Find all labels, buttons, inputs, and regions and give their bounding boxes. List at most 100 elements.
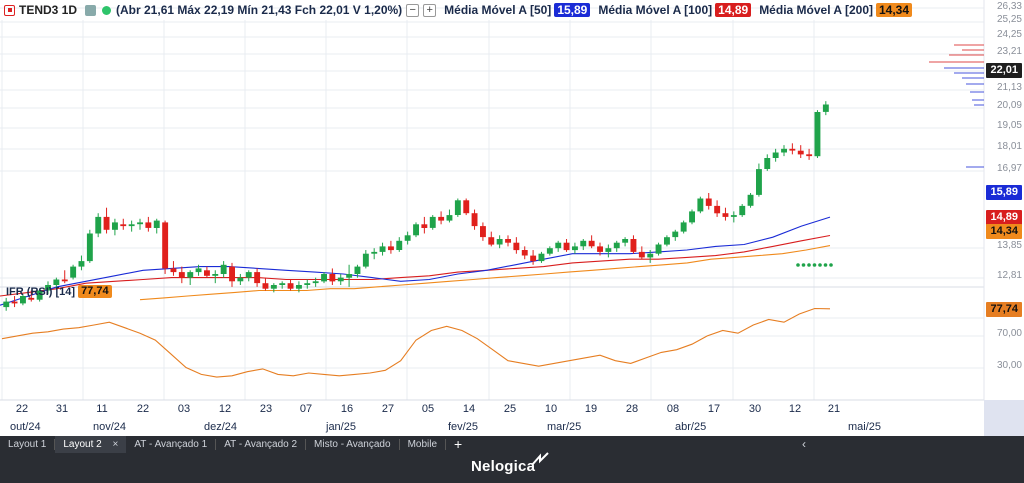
- ma200-legend[interactable]: Média Móvel A [200] 14,34: [751, 3, 913, 17]
- candle: [245, 270, 252, 282]
- candle: [513, 237, 520, 254]
- candle-body: [128, 224, 135, 227]
- candle-body: [730, 215, 737, 217]
- day-label: 21: [827, 403, 841, 415]
- rsi-line: [1, 307, 831, 378]
- candle: [95, 213, 102, 238]
- candle-body: [797, 150, 804, 155]
- ma100-line: [0, 234, 831, 297]
- ma50-path: [0, 216, 831, 306]
- candle-body: [664, 237, 670, 245]
- price-axis-label: 13,85: [996, 240, 1022, 251]
- rsi-legend[interactable]: IFR (RSI) [14] 77,74: [6, 285, 112, 298]
- collapse-button[interactable]: −: [406, 3, 420, 17]
- candle-body: [321, 274, 327, 282]
- add-tab-button[interactable]: +: [454, 436, 463, 452]
- candle: [145, 216, 152, 232]
- candle: [505, 235, 511, 247]
- axis-corner[interactable]: [984, 400, 1024, 436]
- candle: [781, 145, 787, 157]
- ticker-label[interactable]: TEND3 1D: [19, 3, 78, 17]
- settings-icon[interactable]: [85, 4, 97, 16]
- candle-body: [270, 285, 277, 289]
- tab-mobile[interactable]: Mobile: [407, 439, 438, 450]
- candle: [279, 281, 286, 289]
- tab-scroll-left-icon[interactable]: ‹: [802, 437, 806, 451]
- month-label: mar/25: [547, 421, 582, 433]
- candle-body: [463, 200, 470, 214]
- candle-body: [312, 281, 319, 284]
- candle-body: [145, 222, 152, 228]
- candle-body: [454, 200, 461, 215]
- candle-body: [513, 242, 520, 251]
- candle-body: [70, 266, 77, 278]
- candle-body: [505, 239, 511, 243]
- candle: [413, 222, 419, 238]
- candle: [388, 240, 394, 254]
- candle-body: [814, 112, 821, 157]
- time-axis[interactable]: 22 31 11 22 03 12 23 07 16 27 05 14 25 1…: [0, 400, 984, 436]
- ma200-line: [139, 245, 831, 301]
- day-label: 12: [788, 403, 802, 415]
- candle-body: [296, 285, 302, 289]
- day-label: 07: [299, 403, 313, 415]
- candle-body: [597, 246, 603, 252]
- candle: [496, 235, 503, 249]
- candle: [756, 163, 762, 197]
- price-axis-label: 23,21: [996, 46, 1022, 57]
- chart-area[interactable]: TEND3 1D (Abr 21,61 Máx 22,19 Mín 21,43 …: [0, 0, 1024, 436]
- candle: [329, 268, 336, 285]
- price-axis-label: 20,09: [996, 100, 1022, 111]
- ma50-line: [0, 216, 831, 306]
- candle: [346, 264, 353, 287]
- candle: [680, 220, 687, 234]
- candle-body: [162, 222, 169, 269]
- tab-at-avancado-1[interactable]: AT - Avançado 1: [134, 439, 208, 450]
- tab-misto-avancado[interactable]: Misto - Avançado: [314, 439, 391, 450]
- candle: [689, 209, 695, 225]
- candle-body: [137, 222, 143, 225]
- candle: [822, 101, 829, 116]
- candle: [630, 235, 637, 254]
- candle: [296, 281, 302, 293]
- ma100-price-tag: 14,89: [986, 210, 1022, 225]
- candle: [187, 270, 194, 285]
- rsi-label: IFR (RSI) [14]: [6, 285, 76, 298]
- candle-body: [229, 266, 235, 282]
- candle-body: [697, 198, 704, 212]
- tab-at-avancado-2[interactable]: AT - Avançado 2: [224, 439, 298, 450]
- tab-layout-1[interactable]: Layout 1: [8, 439, 47, 450]
- candle-body: [279, 283, 286, 285]
- close-tab-icon[interactable]: ×: [112, 439, 119, 450]
- candle-body: [245, 272, 252, 278]
- rsi-axis-label: 70,00: [996, 328, 1022, 339]
- candle: [672, 229, 679, 241]
- candle-body: [714, 205, 721, 214]
- candle: [36, 288, 43, 302]
- candle: [229, 262, 235, 287]
- tab-divider: [54, 439, 56, 450]
- candle: [45, 281, 51, 295]
- candle-body: [471, 213, 478, 227]
- candle: [70, 264, 77, 280]
- candle-body: [655, 244, 662, 254]
- day-label: 03: [177, 403, 191, 415]
- candle: [53, 277, 60, 289]
- add-indicator-button[interactable]: +: [423, 3, 437, 17]
- candle: [178, 266, 185, 284]
- price-chart[interactable]: [0, 0, 1024, 436]
- candle: [379, 242, 386, 256]
- asset-box-icon[interactable]: [4, 4, 15, 16]
- signal-dot: [829, 263, 833, 267]
- candle-body: [103, 216, 110, 230]
- candle-body: [61, 279, 68, 282]
- brand-logo-text: Nelogica: [471, 458, 536, 475]
- tab-layout-2[interactable]: Layout 2 ×: [55, 436, 127, 453]
- ma100-legend[interactable]: Média Móvel A [100] 14,89: [590, 3, 752, 17]
- ma50-legend[interactable]: Média Móvel A [50] 15,89: [436, 3, 591, 17]
- candle-body: [613, 242, 620, 249]
- candle: [120, 218, 127, 230]
- candle-body: [362, 253, 369, 267]
- candle: [806, 148, 813, 160]
- candle-body: [212, 274, 219, 276]
